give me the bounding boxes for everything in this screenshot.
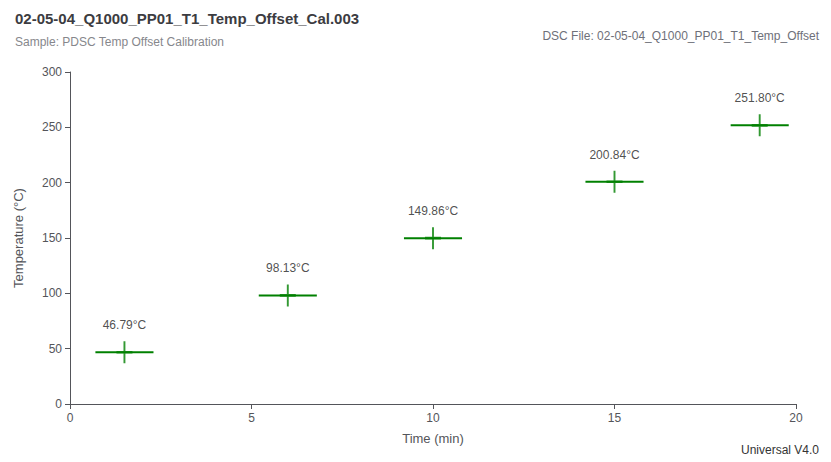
svg-text:200: 200 (42, 176, 62, 190)
svg-text:Sample: PDSC Temp Offset Calib: Sample: PDSC Temp Offset Calibration (15, 35, 224, 49)
svg-text:0: 0 (55, 397, 62, 411)
svg-text:149.86°C: 149.86°C (408, 204, 459, 218)
svg-text:10: 10 (426, 411, 440, 425)
svg-text:0: 0 (67, 411, 74, 425)
svg-text:02-05-04_Q1000_PP01_T1_Temp_Of: 02-05-04_Q1000_PP01_T1_Temp_Offset_Cal.0… (15, 10, 359, 27)
svg-text:50: 50 (49, 342, 63, 356)
svg-text:15: 15 (608, 411, 622, 425)
svg-text:300: 300 (42, 65, 62, 79)
svg-text:98.13°C: 98.13°C (266, 261, 310, 275)
svg-text:Time (min): Time (min) (402, 431, 464, 446)
svg-text:250: 250 (42, 120, 62, 134)
svg-text:DSC File: 02-05-04_Q1000_PP01_: DSC File: 02-05-04_Q1000_PP01_T1_Temp_Of… (542, 29, 819, 43)
svg-text:46.79°C: 46.79°C (103, 318, 147, 332)
svg-text:200.84°C: 200.84°C (589, 148, 640, 162)
svg-text:Temperature (°C): Temperature (°C) (11, 188, 26, 288)
svg-text:20: 20 (789, 411, 803, 425)
svg-text:5: 5 (248, 411, 255, 425)
svg-text:251.80°C: 251.80°C (735, 91, 786, 105)
svg-text:Universal V4.0: Universal V4.0 (741, 443, 819, 457)
svg-text:150: 150 (42, 231, 62, 245)
svg-text:100: 100 (42, 286, 62, 300)
